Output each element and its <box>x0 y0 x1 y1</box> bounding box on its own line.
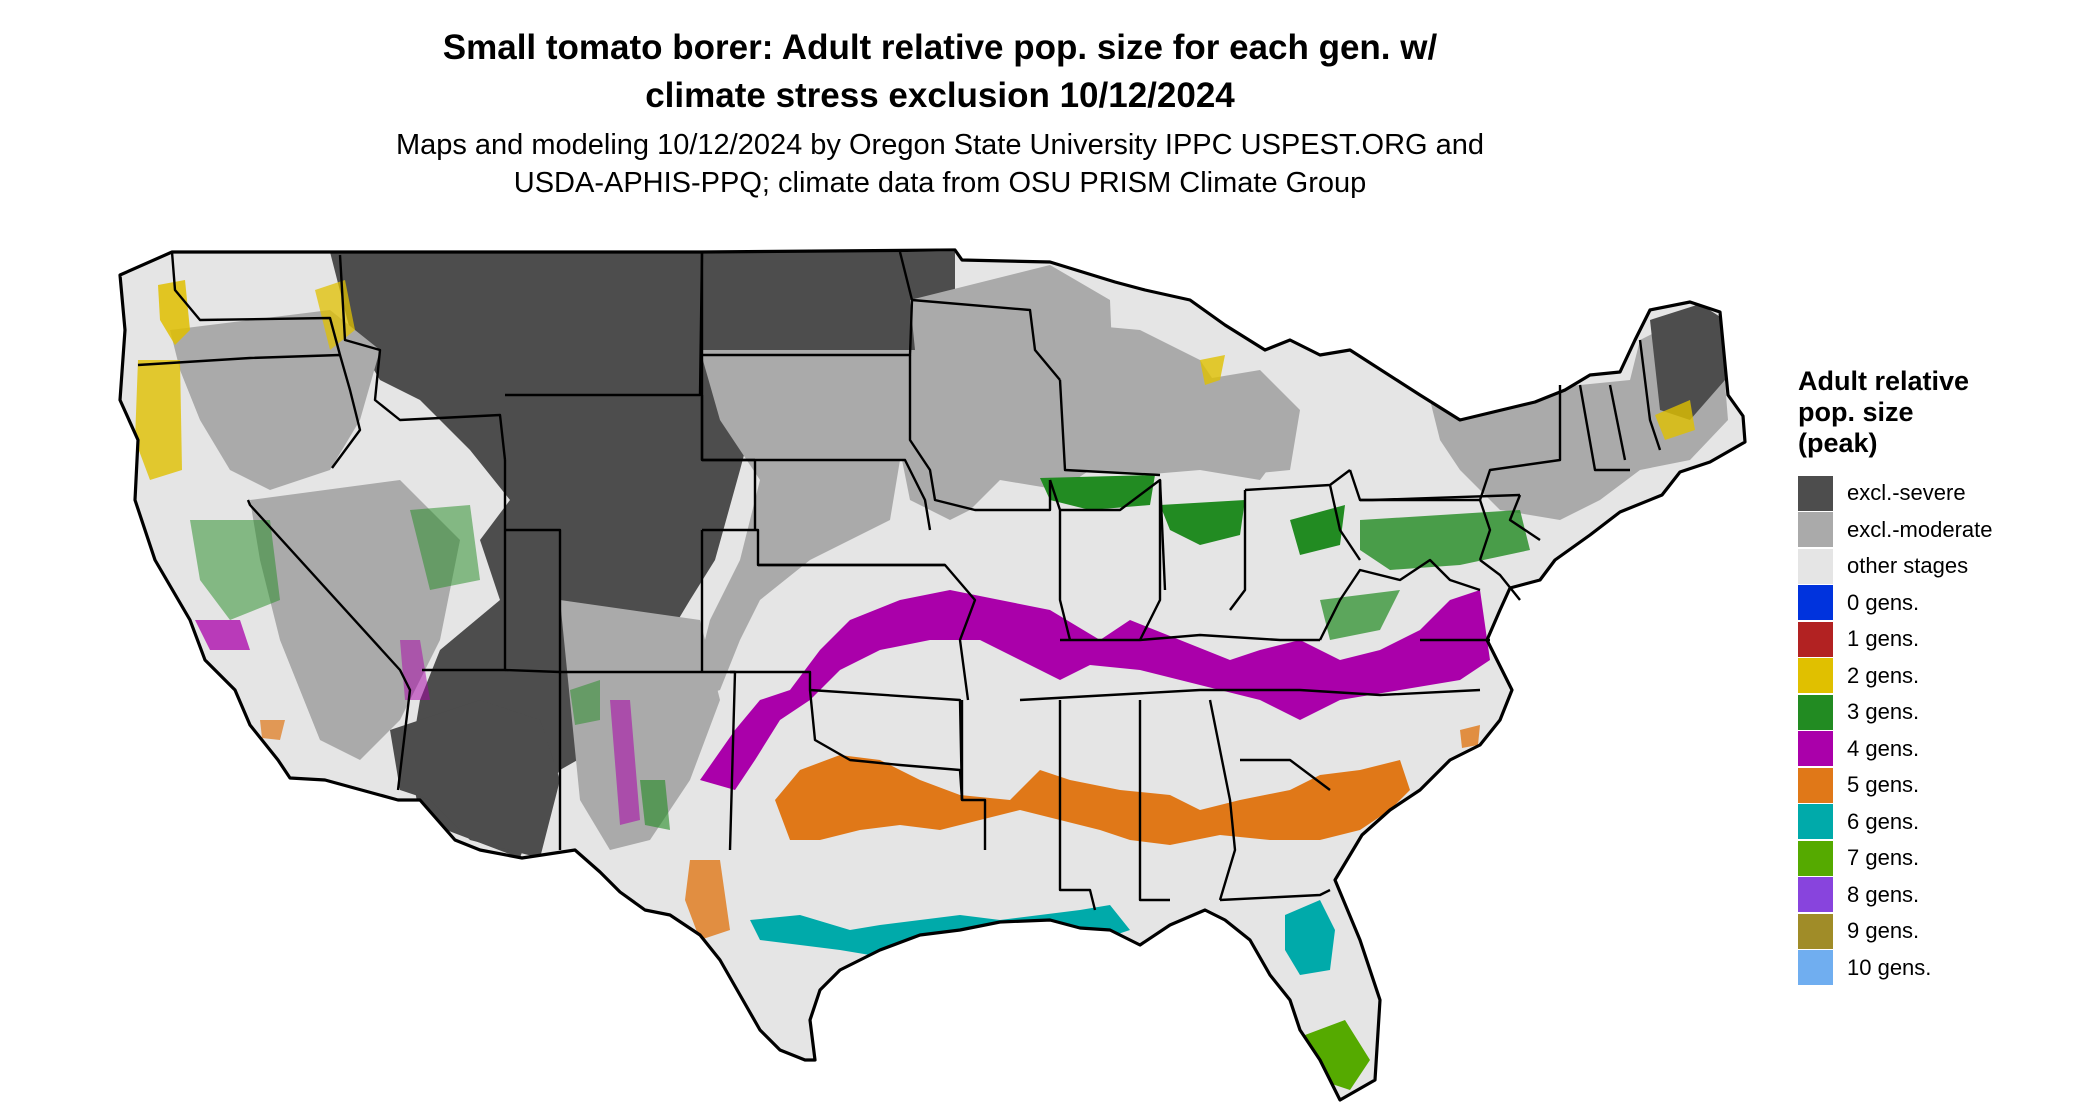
legend-item: 0 gens. <box>1798 585 2088 622</box>
legend: Adult relative pop. size (peak) excl.-se… <box>1798 366 2088 986</box>
legend-swatch <box>1798 840 1833 876</box>
legend-label: 1 gens. <box>1847 626 1920 652</box>
zone-3-gens <box>570 680 600 725</box>
legend-item: 7 gens. <box>1798 840 2088 877</box>
legend-label: excl.-severe <box>1847 480 1966 506</box>
zone-5-gens <box>775 755 1410 845</box>
legend-item: 8 gens. <box>1798 877 2088 914</box>
legend-title-line-1: Adult relative <box>1798 366 1970 396</box>
zone-excl-moderate-michigan <box>1200 370 1300 475</box>
legend-item: 2 gens. <box>1798 658 2088 695</box>
legend-swatch <box>1798 767 1833 803</box>
legend-item: 10 gens. <box>1798 950 2088 987</box>
legend-item: excl.-severe <box>1798 475 2088 512</box>
legend-item: 5 gens. <box>1798 767 2088 804</box>
legend-swatch <box>1798 475 1833 511</box>
zone-4-gens <box>700 590 1490 790</box>
legend-swatch <box>1798 621 1833 657</box>
legend-swatch <box>1798 548 1833 584</box>
zone-4-gens <box>610 700 640 825</box>
legend-swatch <box>1798 585 1833 621</box>
legend-swatch <box>1798 512 1833 548</box>
legend-title: Adult relative pop. size (peak) <box>1798 366 2088 459</box>
legend-label: 0 gens. <box>1847 589 1920 615</box>
legend-label: 6 gens. <box>1847 808 1920 834</box>
legend-item: 1 gens. <box>1798 621 2088 658</box>
legend-swatch <box>1798 877 1833 913</box>
map-title: Small tomato borer: Adult relative pop. … <box>190 24 1690 120</box>
legend-items: excl.-severe excl.-moderate other stages 0 … <box>1798 475 2088 986</box>
zone-3-gens <box>1160 500 1245 545</box>
legend-label: 3 gens. <box>1847 699 1920 725</box>
legend-label: other stages <box>1847 553 1969 579</box>
legend-item: 9 gens. <box>1798 913 2088 950</box>
map-subtitle-line-2: USDA-APHIS-PPQ; climate data from OSU PR… <box>513 167 1367 199</box>
legend-swatch <box>1798 731 1833 767</box>
zone-6-gens <box>1285 900 1335 975</box>
legend-swatch <box>1798 658 1833 694</box>
zone-3-gens <box>640 780 670 830</box>
state-boundaries <box>137 251 1662 911</box>
us-outline <box>118 248 1747 1102</box>
zone-excl-severe-maine <box>1650 304 1725 420</box>
zone-excl-moderate-plains <box>690 350 960 700</box>
zone-2-gens <box>135 360 182 480</box>
legend-label: 4 gens. <box>1847 735 1920 761</box>
legend-item: 6 gens. <box>1798 804 2088 841</box>
legend-title-line-2: pop. size <box>1798 397 1914 427</box>
zone-5-gens <box>1460 725 1480 748</box>
legend-swatch <box>1798 950 1833 986</box>
zone-7-gens <box>850 1040 878 1055</box>
legend-item: 3 gens. <box>1798 694 2088 731</box>
legend-label: 8 gens. <box>1847 881 1920 907</box>
zone-5-gens <box>260 720 285 740</box>
zone-4-gens <box>195 620 250 650</box>
zone-excl-moderate-southwest <box>560 600 720 850</box>
zone-3-gens <box>410 505 480 590</box>
zone-2-gens <box>158 280 190 345</box>
legend-label: 10 gens. <box>1847 954 1932 980</box>
zone-excl-moderate-greatlakes <box>1030 320 1275 480</box>
zone-excl-severe-southwest <box>390 700 560 858</box>
legend-swatch <box>1798 804 1833 840</box>
zone-3-gens <box>1290 505 1345 555</box>
zone-5-gens <box>685 860 730 940</box>
us-map <box>118 248 1747 1102</box>
legend-label: 2 gens. <box>1847 662 1920 688</box>
legend-label: 7 gens. <box>1847 845 1920 871</box>
legend-swatch <box>1798 694 1833 730</box>
legend-item: other stages <box>1798 548 2088 585</box>
map-title-line-2: climate stress exclusion 10/12/2024 <box>645 76 1235 115</box>
zone-6-gens <box>750 905 1130 955</box>
climate-zones <box>120 250 1745 1100</box>
legend-label: 5 gens. <box>1847 772 1920 798</box>
map-title-line-1: Small tomato borer: Adult relative pop. … <box>442 28 1438 67</box>
zone-3-gens <box>1040 475 1155 510</box>
zone-2-gens <box>1200 355 1225 385</box>
zone-3-gens <box>190 520 280 620</box>
legend-title-line-3: (peak) <box>1798 428 1878 458</box>
map-subtitle-line-1: Maps and modeling 10/12/2024 by Oregon S… <box>395 129 1485 161</box>
legend-item: excl.-moderate <box>1798 512 2088 549</box>
legend-item: 4 gens. <box>1798 731 2088 768</box>
zone-2-gens <box>1655 400 1695 440</box>
legend-swatch <box>1798 913 1833 949</box>
legend-label: excl.-moderate <box>1847 516 1993 542</box>
legend-label: 9 gens. <box>1847 918 1920 944</box>
map-subtitle: Maps and modeling 10/12/2024 by Oregon S… <box>190 126 1690 202</box>
